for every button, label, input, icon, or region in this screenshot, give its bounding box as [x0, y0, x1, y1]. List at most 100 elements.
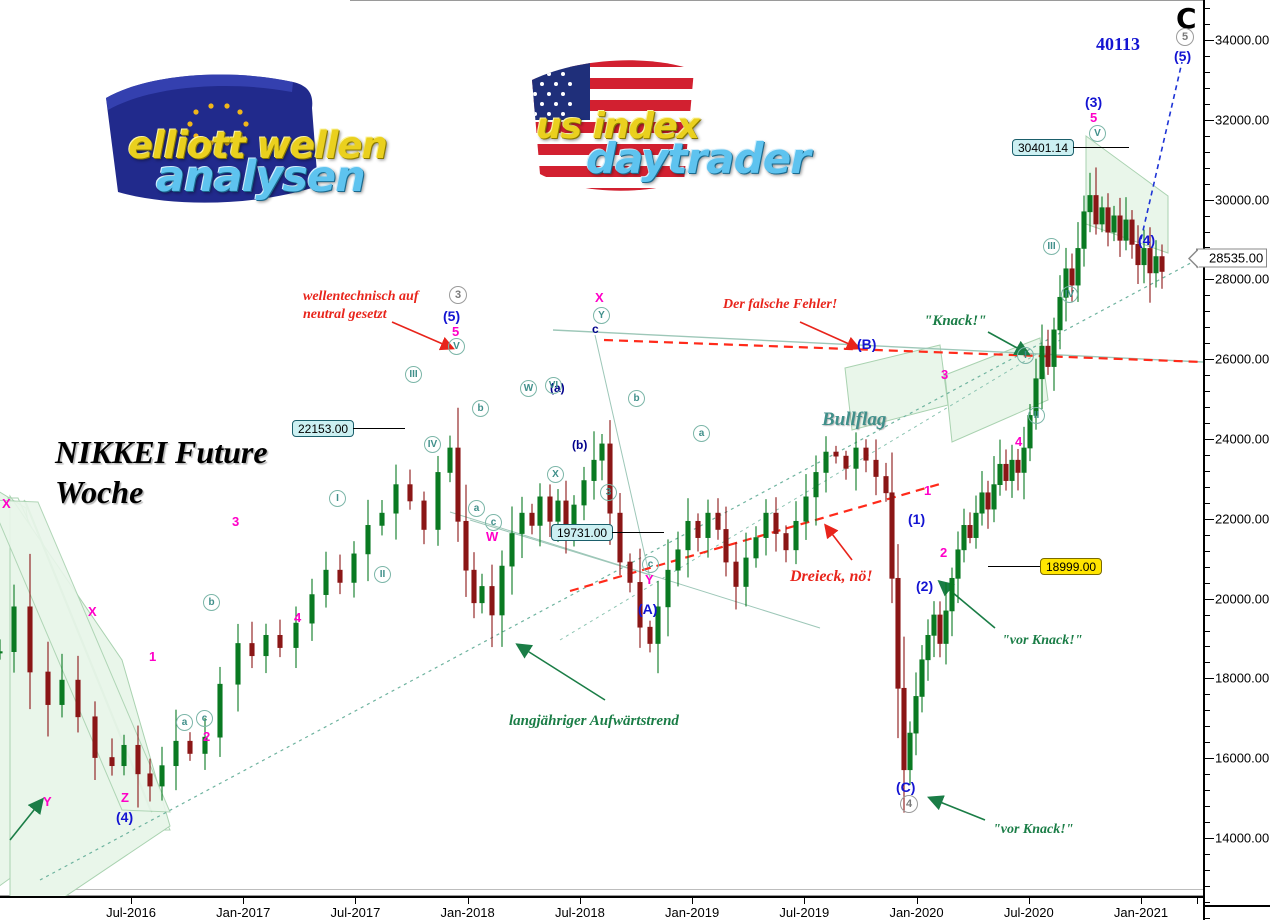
projection-target-40113: 40113	[1096, 34, 1141, 54]
page-title: NIKKEI Future Woche	[55, 434, 268, 510]
wave-label-2-left: 2	[203, 729, 211, 744]
date-tick-label: Jan-2021	[1113, 905, 1169, 920]
price-flag-18999[interactable]: 18999.00	[1040, 558, 1103, 575]
circle-label-roman-iii: III	[405, 366, 422, 383]
price-tick-label: 32000.00	[1215, 112, 1270, 128]
price-tick-label: 30000.00	[1215, 192, 1270, 208]
price-tick-label: 28000.00	[1215, 271, 1270, 287]
price-tick-major	[1205, 758, 1214, 760]
wave-label-4-paren-right: (4)	[1138, 232, 1156, 248]
price-tick-minor	[1205, 8, 1210, 10]
circle-label-b-left: b	[203, 594, 220, 611]
circle-label-b-mid2: b	[628, 390, 645, 407]
price-tick-minor	[1205, 407, 1210, 409]
wave-label-z: Z	[121, 790, 129, 805]
circle-label-roman-i: I	[329, 490, 346, 507]
circle-label-x-circ: X	[547, 466, 564, 483]
date-tick	[243, 896, 245, 904]
wave-label-a-paren: (A)	[638, 601, 658, 617]
price-tick-minor	[1205, 87, 1210, 89]
price-tick-major	[1205, 678, 1214, 680]
circle-label-roman-iv-right: IV	[1061, 286, 1078, 303]
annotation-knack: "Knack!"	[924, 313, 987, 329]
date-tick	[467, 896, 469, 904]
date-tick	[804, 896, 806, 904]
price-tick-minor	[1205, 327, 1210, 329]
date-tick	[692, 896, 694, 904]
date-tick-label: Jan-2017	[216, 905, 271, 920]
plot-border-bottom	[0, 895, 1203, 896]
price-tick-minor	[1205, 806, 1210, 808]
price-tick-minor	[1205, 790, 1210, 792]
price-tick-label: 22000.00	[1215, 511, 1270, 527]
price-tick-minor	[1205, 151, 1210, 153]
price-flag-22153[interactable]: 22153.00	[292, 420, 355, 437]
price-tick-minor	[1205, 311, 1210, 313]
annotation-bullflag: Bullflag	[822, 409, 887, 430]
last-price-marker: 28535.00	[1187, 248, 1268, 269]
wave-label-x-1: X	[2, 496, 11, 511]
candlestick-series	[0, 167, 1165, 813]
price-flag-19731[interactable]: 19731.00	[551, 524, 614, 541]
price-tick-major	[1205, 40, 1214, 41]
wave-label-3-left: 3	[232, 514, 240, 529]
wave-label-1-paren: (1)	[908, 511, 926, 527]
chart-plot-area[interactable]: NIKKEI Future Woche elliott wellen analy…	[0, 0, 1203, 896]
price-axis[interactable]: 34000.00 32000.00 30000.00 28000.00 26000.00…	[1187, 0, 1270, 920]
eu-logo-line1: elliott wellen	[128, 124, 388, 167]
date-axis[interactable]: Jul-2016 Jan-2017 Jul-2017 Jan-2018 Jul-2018…	[0, 896, 1203, 920]
wave-label-4-paren-left: (4)	[116, 809, 134, 825]
price-tick-minor	[1205, 502, 1210, 504]
circle-label-3-gray: 3	[449, 286, 467, 304]
circle-label-a-mid2: a	[693, 425, 710, 442]
date-tick-label: Jul-2017	[330, 905, 381, 920]
arrow-neutral	[391, 321, 455, 351]
price-tick-label: 20000.00	[1215, 591, 1270, 607]
wave-label-b-paren: (B)	[857, 336, 877, 352]
wave-label-5-mid: 5	[452, 324, 460, 339]
price-tick-minor	[1205, 901, 1210, 903]
circle-label-roman-v-right: V	[1089, 125, 1106, 142]
price-tick-minor	[1205, 24, 1210, 26]
wave-label-c-paren: (C)	[896, 779, 916, 795]
circle-label-a-left: a	[176, 714, 193, 731]
logo-elliott-wellen-analysen: elliott wellen analysen	[78, 68, 388, 228]
wave-label-1-left: 1	[149, 649, 157, 664]
channel-shapes	[0, 135, 1169, 896]
price-tick-label: 34000.00	[1215, 32, 1270, 48]
arrow-vor-knack-2	[927, 795, 986, 821]
price-tick-minor	[1205, 375, 1210, 377]
projection-line-wave5	[1138, 61, 1183, 249]
circle-label-5-gray: 5	[1176, 28, 1194, 46]
wave-label-1-right: 1	[924, 483, 932, 498]
price-tick-minor	[1205, 295, 1210, 297]
price-tick-minor	[1205, 742, 1210, 744]
circle-label-b-mid: b	[472, 400, 489, 417]
red-trendline-upper	[603, 338, 1203, 364]
price-tick-minor	[1205, 646, 1210, 648]
arrow-aufwaertstrend	[515, 643, 606, 701]
price-flag-30401[interactable]: 30401.14	[1012, 139, 1075, 156]
date-tick-label: Jan-2020	[889, 905, 944, 920]
price-tick-minor	[1205, 550, 1210, 552]
price-tick-minor	[1205, 710, 1210, 712]
date-tick	[1141, 896, 1142, 904]
price-tick-label: 24000.00	[1215, 431, 1270, 447]
wave-label-4-right: 4	[1015, 434, 1023, 449]
circle-label-roman-ii-right: II	[1028, 407, 1045, 424]
circle-label-3-circ-mid: 3	[600, 484, 617, 501]
circle-label-y-circ: Y	[593, 307, 610, 324]
arrow-dreieck	[824, 523, 853, 561]
date-tick-label: Jan-2019	[665, 905, 720, 920]
price-tick-minor	[1205, 391, 1210, 393]
price-tick-minor	[1205, 853, 1210, 855]
circle-label-vi-circ: VI	[545, 377, 562, 394]
annotation-aufwaertstrend: langjähriger Aufwärtstrend	[509, 713, 679, 729]
wave-label-c-paren-small: c	[592, 322, 599, 336]
date-tick	[1197, 896, 1198, 904]
price-tick-major	[1205, 518, 1214, 520]
price-tick-minor	[1205, 774, 1210, 776]
price-tick-minor	[1205, 582, 1210, 584]
price-tick-minor	[1205, 103, 1210, 105]
us-logo-line2: daytrader	[586, 134, 811, 183]
